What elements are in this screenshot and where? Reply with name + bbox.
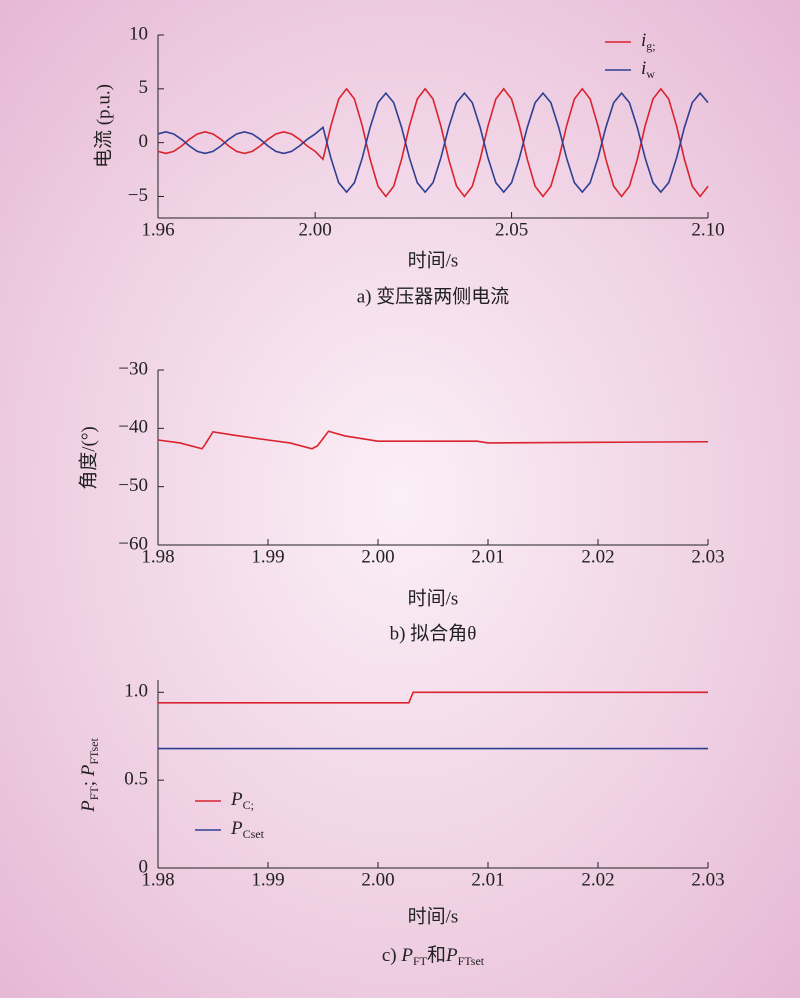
x-tick-label: 2.00 bbox=[361, 546, 394, 567]
y-tick-label: 0.5 bbox=[124, 769, 148, 790]
x-tick-label: 2.00 bbox=[361, 869, 394, 890]
caption-part: 和 bbox=[427, 944, 446, 966]
series-line bbox=[157, 91, 709, 194]
y-tick-label: 0 bbox=[139, 131, 149, 152]
caption: a) 变压器两侧电流 bbox=[357, 285, 510, 307]
y-axis-label: PFT; PFTset bbox=[78, 737, 100, 812]
y-axis-label: 电流 (p.u.) bbox=[92, 84, 114, 168]
x-axis-label: 时间/s bbox=[408, 905, 459, 927]
y-tick-label: −30 bbox=[118, 358, 148, 379]
y-axis-label: 角度/(°) bbox=[77, 426, 99, 490]
x-tick-label: 2.02 bbox=[581, 546, 614, 567]
y-tick-label: 0 bbox=[139, 856, 149, 877]
legend-subscript: w bbox=[646, 67, 655, 81]
caption: b) 拟合角θ bbox=[390, 622, 477, 644]
caption-part: P bbox=[445, 945, 458, 966]
y-tick-label: −60 bbox=[118, 533, 148, 554]
legend-label: ig; bbox=[641, 30, 656, 52]
y-tick-label: −40 bbox=[118, 417, 148, 438]
legend-name: P bbox=[230, 818, 243, 839]
legend-name: i bbox=[641, 58, 646, 79]
y-tick-label: 10 bbox=[129, 23, 148, 44]
caption-part: P bbox=[400, 945, 413, 966]
legend-label: PC; bbox=[230, 789, 254, 811]
series-line bbox=[157, 430, 709, 450]
y-label-part: P bbox=[78, 764, 99, 777]
x-tick-label: 2.01 bbox=[471, 869, 504, 890]
legend-label: iw bbox=[641, 58, 655, 80]
legend-subscript: g; bbox=[646, 39, 655, 53]
y-label-part: ; bbox=[78, 776, 99, 786]
series-line bbox=[157, 87, 709, 198]
series-line bbox=[158, 691, 708, 704]
y-tick-label: 1.0 bbox=[124, 681, 148, 702]
x-tick-label: 1.99 bbox=[251, 869, 284, 890]
x-tick-label: 1.96 bbox=[141, 219, 174, 240]
legend-subscript: C; bbox=[243, 798, 254, 812]
x-tick-label: 2.03 bbox=[691, 546, 724, 567]
caption: c) PFT和PFTset bbox=[382, 944, 485, 967]
legend-subscript: Cset bbox=[243, 827, 265, 841]
x-tick-label: 2.10 bbox=[691, 219, 724, 240]
y-tick-label: 5 bbox=[139, 77, 149, 98]
x-tick-label: 1.98 bbox=[141, 869, 174, 890]
x-tick-label: 2.05 bbox=[495, 219, 528, 240]
caption-part: FTset bbox=[458, 954, 485, 968]
x-axis-label: 时间/s bbox=[408, 587, 459, 609]
y-label-part: FT bbox=[87, 786, 101, 801]
y-tick-label: −5 bbox=[128, 185, 148, 206]
x-tick-label: 2.01 bbox=[471, 546, 504, 567]
x-tick-label: 2.00 bbox=[299, 219, 332, 240]
x-tick-label: 1.98 bbox=[141, 546, 174, 567]
x-tick-label: 2.02 bbox=[581, 869, 614, 890]
y-label-part: P bbox=[78, 800, 99, 813]
x-tick-label: 2.03 bbox=[691, 869, 724, 890]
caption-part: c) bbox=[382, 945, 402, 966]
caption-part: FT bbox=[413, 954, 428, 968]
legend-label: PCset bbox=[230, 818, 265, 840]
y-label-part: FTset bbox=[87, 737, 101, 764]
x-axis-label: 时间/s bbox=[408, 249, 459, 271]
y-tick-label: −50 bbox=[118, 475, 148, 496]
legend-name: i bbox=[641, 30, 646, 51]
x-tick-label: 1.99 bbox=[251, 546, 284, 567]
legend-name: P bbox=[230, 789, 243, 810]
